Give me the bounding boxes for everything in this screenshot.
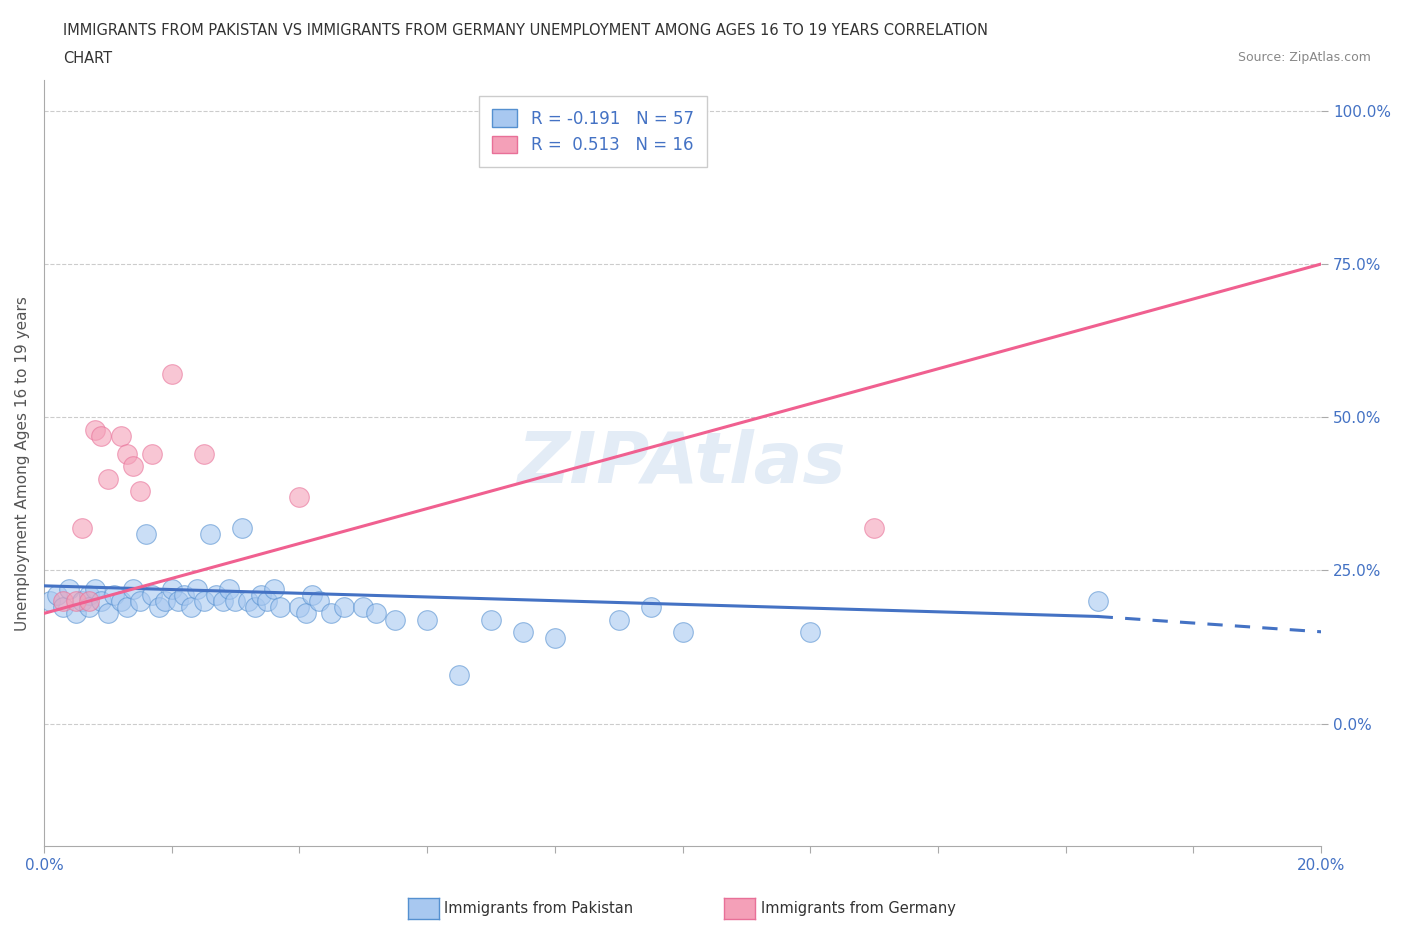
Point xyxy=(384,612,406,627)
Point xyxy=(205,588,228,603)
Point xyxy=(52,593,75,608)
Point xyxy=(193,446,215,461)
Point xyxy=(186,581,208,596)
Point xyxy=(97,472,120,486)
Point xyxy=(544,631,567,645)
Point xyxy=(238,593,260,608)
Point xyxy=(269,600,291,615)
Point xyxy=(512,624,534,639)
Point xyxy=(155,593,177,608)
Point xyxy=(799,624,821,639)
Point xyxy=(135,526,157,541)
Point xyxy=(263,581,285,596)
Point xyxy=(103,588,125,603)
Point xyxy=(115,600,138,615)
Point xyxy=(141,588,163,603)
Point xyxy=(308,593,330,608)
Point xyxy=(180,600,202,615)
Point xyxy=(110,593,132,608)
Point xyxy=(122,581,145,596)
Text: Immigrants from Germany: Immigrants from Germany xyxy=(761,901,956,916)
Point xyxy=(321,606,343,621)
Point xyxy=(77,588,100,603)
Point xyxy=(256,593,278,608)
Point xyxy=(243,600,266,615)
Point xyxy=(364,606,387,621)
Point xyxy=(301,588,323,603)
Point xyxy=(52,600,75,615)
Legend: R = -0.191   N = 57, R =  0.513   N = 16: R = -0.191 N = 57, R = 0.513 N = 16 xyxy=(479,96,707,167)
Point xyxy=(58,581,80,596)
Point xyxy=(84,581,107,596)
Point xyxy=(65,606,87,621)
Point xyxy=(198,526,221,541)
Point xyxy=(160,581,183,596)
Point xyxy=(65,593,87,608)
Point xyxy=(1087,593,1109,608)
Point xyxy=(77,593,100,608)
Text: IMMIGRANTS FROM PAKISTAN VS IMMIGRANTS FROM GERMANY UNEMPLOYMENT AMONG AGES 16 T: IMMIGRANTS FROM PAKISTAN VS IMMIGRANTS F… xyxy=(63,23,988,38)
Point xyxy=(128,484,150,498)
Point xyxy=(352,600,374,615)
Point xyxy=(288,489,311,504)
Point xyxy=(173,588,195,603)
Point xyxy=(90,428,112,443)
Point xyxy=(211,593,233,608)
Text: Immigrants from Pakistan: Immigrants from Pakistan xyxy=(444,901,634,916)
Point xyxy=(110,428,132,443)
Point xyxy=(115,446,138,461)
Point xyxy=(288,600,311,615)
Text: Source: ZipAtlas.com: Source: ZipAtlas.com xyxy=(1237,51,1371,64)
Point xyxy=(97,606,120,621)
Point xyxy=(90,593,112,608)
Point xyxy=(416,612,439,627)
Point xyxy=(231,520,253,535)
Y-axis label: Unemployment Among Ages 16 to 19 years: Unemployment Among Ages 16 to 19 years xyxy=(15,296,30,631)
Point xyxy=(70,593,93,608)
Text: ZIPAtlas: ZIPAtlas xyxy=(519,429,846,498)
Point xyxy=(333,600,356,615)
Point xyxy=(39,593,62,608)
Point xyxy=(640,600,662,615)
Point xyxy=(70,520,93,535)
Point xyxy=(128,593,150,608)
Point xyxy=(141,446,163,461)
Point xyxy=(479,612,502,627)
Point xyxy=(167,593,190,608)
Point xyxy=(218,581,240,596)
Point xyxy=(447,667,470,682)
Point xyxy=(77,600,100,615)
Point xyxy=(45,588,67,603)
Point xyxy=(122,458,145,473)
Point xyxy=(193,593,215,608)
Point xyxy=(224,593,246,608)
Point xyxy=(607,612,630,627)
Point xyxy=(148,600,170,615)
Point xyxy=(84,422,107,437)
Point xyxy=(160,367,183,382)
Point xyxy=(671,624,693,639)
Point xyxy=(294,606,316,621)
Point xyxy=(863,520,886,535)
Text: CHART: CHART xyxy=(63,51,112,66)
Point xyxy=(250,588,273,603)
